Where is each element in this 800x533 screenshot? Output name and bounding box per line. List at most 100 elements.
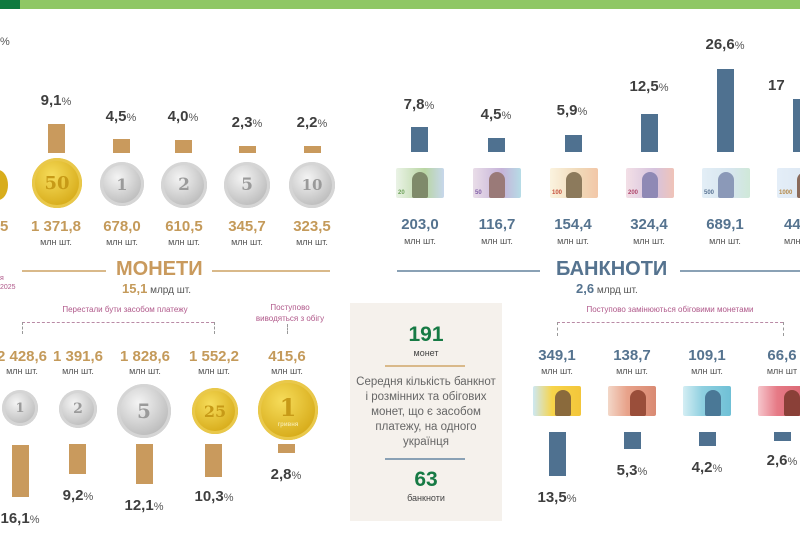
- coin-pct: 4,0%: [167, 108, 199, 125]
- note-bar: [624, 432, 641, 449]
- bracket-tick: [557, 322, 558, 336]
- coin-unit: млн шт.: [296, 237, 328, 247]
- note-value: 138,7: [613, 347, 651, 364]
- coin-pct: 9,2%: [62, 487, 94, 504]
- note-unit: млн шт.: [541, 366, 573, 376]
- banknote-icon-10-old: [758, 386, 800, 416]
- banknote-icon-5-old: [683, 386, 731, 416]
- coin-icon-1: 1: [100, 162, 144, 206]
- note-bar: [565, 135, 582, 152]
- banknote-icon-1-old: [533, 386, 581, 416]
- edge-val-fragment: 5: [0, 218, 9, 235]
- coin-icon-5: 5: [224, 162, 270, 208]
- note-pct: 13,5%: [537, 489, 577, 506]
- coins-total: 15,1 млрд шт.: [122, 281, 192, 296]
- no-longer-legal-note: Перестали бути засобом платежу: [62, 305, 188, 314]
- info-divider-blue: [385, 458, 465, 460]
- coin-bar: [113, 139, 130, 153]
- banknote-icon-50: 50: [473, 168, 521, 198]
- banknote-icon-200: 200: [626, 168, 674, 198]
- banknotes-total: 2,6 млрд шт.: [576, 281, 638, 296]
- coin-bar: [278, 444, 295, 453]
- coin-value: 1 371,8: [30, 218, 82, 235]
- coin-pct: 2,3%: [231, 114, 263, 131]
- coin-pct: 16,1%: [0, 510, 40, 527]
- banknote-icon-20: 20: [396, 168, 444, 198]
- coin-bar: [175, 140, 192, 153]
- bracket-tick: [287, 324, 288, 334]
- note-pct: 26,6%: [705, 36, 745, 53]
- coins-title: МОНЕТИ: [116, 258, 203, 280]
- coin-value: 415,6: [268, 348, 306, 365]
- note-bar: [793, 99, 800, 152]
- coin-unit: млн шт.: [271, 366, 303, 376]
- coin-icon-5-kop: 5: [117, 384, 171, 438]
- coin-pct: 10,3%: [194, 488, 234, 505]
- note-value: 44: [784, 216, 800, 233]
- note-pct: 12,5%: [629, 78, 669, 95]
- coin-bar: [239, 146, 256, 153]
- note-pct: 5,9%: [556, 102, 588, 119]
- coin-unit: млн шт.: [62, 366, 94, 376]
- coin-pct: 4,5%: [105, 108, 137, 125]
- edge-coin: [0, 170, 8, 200]
- note-unit: млн шт.: [691, 366, 723, 376]
- coins-per-person-label: монет: [413, 348, 439, 358]
- info-divider-gold: [385, 365, 465, 367]
- note-pct: 2,6%: [766, 452, 798, 469]
- notes-per-person: 63: [414, 468, 438, 491]
- header-bar: [0, 0, 800, 9]
- coin-unit: млн шт.: [168, 237, 200, 247]
- note-unit: млн шт.: [633, 236, 665, 246]
- coin-unit: млн шт.: [40, 237, 72, 247]
- coin-icon-2-kop: 2: [59, 390, 97, 428]
- coin-value: 1 391,6: [52, 348, 104, 365]
- note-bar: [411, 127, 428, 152]
- coins-divider-left: [22, 270, 106, 272]
- bracket-tick: [214, 322, 215, 334]
- coin-value: 1 828,6: [119, 348, 171, 365]
- coin-bar: [136, 444, 153, 484]
- note-value: 109,1: [688, 347, 726, 364]
- coin-unit: млн шт.: [198, 366, 230, 376]
- coin-value: 2 428,6: [0, 348, 48, 365]
- coin-pct: 2,8%: [270, 466, 302, 483]
- note-pct: 7,8%: [403, 96, 435, 113]
- coin-unit: млн шт.: [106, 237, 138, 247]
- notes-per-person-label: банкноти: [407, 493, 445, 503]
- note-unit: млн шт.: [557, 236, 589, 246]
- note-pct: 17: [768, 77, 785, 94]
- banknote-icon-100: 100: [550, 168, 598, 198]
- note-pct: 5,3%: [616, 462, 648, 479]
- note-bar: [774, 432, 791, 441]
- withdrawn-note: Поступово виводяться з обігу: [255, 303, 325, 323]
- note-value: 116,7: [478, 216, 516, 233]
- replaced-note: Поступово замінюються обіговими монетами: [586, 305, 754, 314]
- coin-value: 610,5: [165, 218, 203, 235]
- note-value: 66,6: [767, 347, 797, 364]
- note-value: 689,1: [706, 216, 744, 233]
- info-box: 191 монет Середня кількість банкнот і ро…: [350, 303, 502, 521]
- coin-bar: [205, 444, 222, 477]
- banknotes-title: БАНКНОТИ: [556, 258, 668, 280]
- note-bar: [699, 432, 716, 446]
- coin-value: 1 552,2: [188, 348, 240, 365]
- banknote-icon-1000: 1000: [777, 168, 800, 198]
- banknote-icon-2-old: [608, 386, 656, 416]
- coin-icon-50: 50: [32, 158, 82, 208]
- note-pct: 4,2%: [691, 459, 723, 476]
- note-unit: млн шт: [766, 366, 798, 376]
- coin-value: 323,5: [293, 218, 331, 235]
- coin-value: 345,7: [228, 218, 266, 235]
- edge-note-1: я: [0, 275, 4, 282]
- banknote-icon-500: 500: [702, 168, 750, 198]
- info-description: Середня кількість банкнот і розмінних та…: [356, 376, 496, 448]
- notes-divider-left: [397, 270, 540, 272]
- coin-icon-1-kop: 1: [2, 390, 38, 426]
- note-value: 349,1: [538, 347, 576, 364]
- note-unit: млн шт.: [709, 236, 741, 246]
- coin-pct: 2,2%: [296, 114, 328, 131]
- note-value: 154,4: [554, 216, 592, 233]
- coin-icon-10: 10: [289, 162, 335, 208]
- coin-unit: млн шт.: [6, 366, 38, 376]
